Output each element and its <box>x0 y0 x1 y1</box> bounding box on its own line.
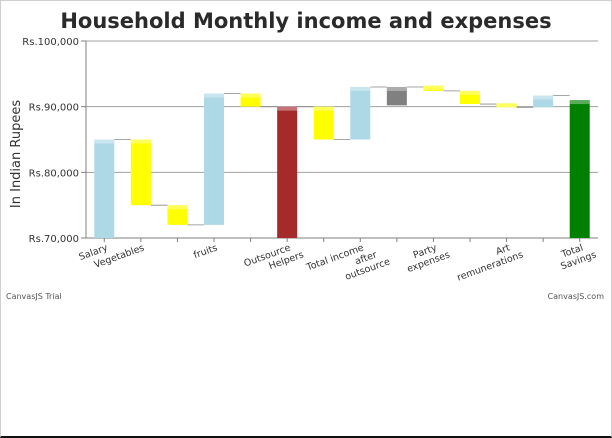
bar-1 <box>130 139 151 206</box>
x-category-label-3: fruits <box>192 242 219 261</box>
bar-highlight-0 <box>94 139 115 144</box>
y-tick-label-1: Rs.80,000 <box>29 168 79 179</box>
bar-highlight-4 <box>240 93 261 98</box>
x-category-label-7: Total incomeafteroutsource <box>304 236 392 295</box>
chart-title: Household Monthly income and expenses <box>60 9 551 33</box>
bar-13 <box>569 100 590 238</box>
bar-highlight-1 <box>130 139 151 144</box>
credit-left: CanvasJS Trial <box>6 292 62 301</box>
bar-8 <box>386 86 407 106</box>
bar-highlight-12 <box>533 95 554 100</box>
bars <box>94 85 590 239</box>
y-axis-label: In Indian Rupees <box>9 100 24 208</box>
bar-highlight-13 <box>569 100 590 105</box>
bar-11 <box>496 103 517 108</box>
y-tick-label-0: Rs.70,000 <box>29 234 79 245</box>
bar-6 <box>313 106 334 140</box>
bar-0 <box>94 139 115 238</box>
bar-7 <box>350 86 371 140</box>
bar-4 <box>240 93 261 107</box>
bar-3 <box>204 93 224 225</box>
bar-highlight-7 <box>350 86 371 91</box>
bar-9 <box>423 85 444 91</box>
x-category-label-5: OutsourceHelpers <box>243 239 306 280</box>
x-category-label-9: Partyexpenses <box>402 239 452 275</box>
bar-12 <box>533 95 554 108</box>
bar-2 <box>167 205 188 225</box>
bar-5 <box>277 106 298 239</box>
bar-highlight-11 <box>496 103 517 108</box>
bar-highlight-3 <box>204 93 224 98</box>
y-tick-label-3: Rs.100,000 <box>22 37 79 48</box>
bar-10 <box>460 90 480 105</box>
bar-highlight-6 <box>313 106 334 111</box>
bar-highlight-2 <box>167 205 188 210</box>
x-category-line-11-0: Art <box>495 242 512 257</box>
x-category-line-3-0: fruits <box>192 242 219 261</box>
x-category-label-11: Artremunerations <box>452 239 525 283</box>
x-category-line-11-1: remunerations <box>456 249 525 283</box>
y-tick-label-2: Rs.90,000 <box>29 103 79 114</box>
bar-highlight-5 <box>277 106 298 111</box>
bar-highlight-8 <box>386 86 407 91</box>
x-category-label-13: TotalSavings <box>555 239 597 272</box>
credit-right: CanvasJS.com <box>548 292 605 301</box>
bar-highlight-9 <box>423 85 444 90</box>
y-axis-ticks: Rs.70,000 Rs.80,000 Rs.90,000 Rs.100,000 <box>22 37 86 245</box>
bar-highlight-10 <box>460 90 480 95</box>
